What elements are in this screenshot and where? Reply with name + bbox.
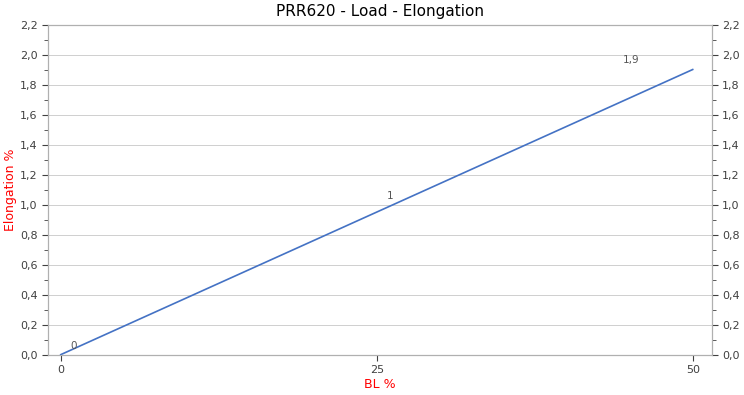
X-axis label: BL %: BL % [364,378,396,391]
Text: 0: 0 [71,341,77,352]
Text: 1,9: 1,9 [623,55,640,65]
Y-axis label: Elongation %: Elongation % [4,148,17,231]
Title: PRR620 - Load - Elongation: PRR620 - Load - Elongation [276,4,484,19]
Text: 1: 1 [387,190,394,201]
